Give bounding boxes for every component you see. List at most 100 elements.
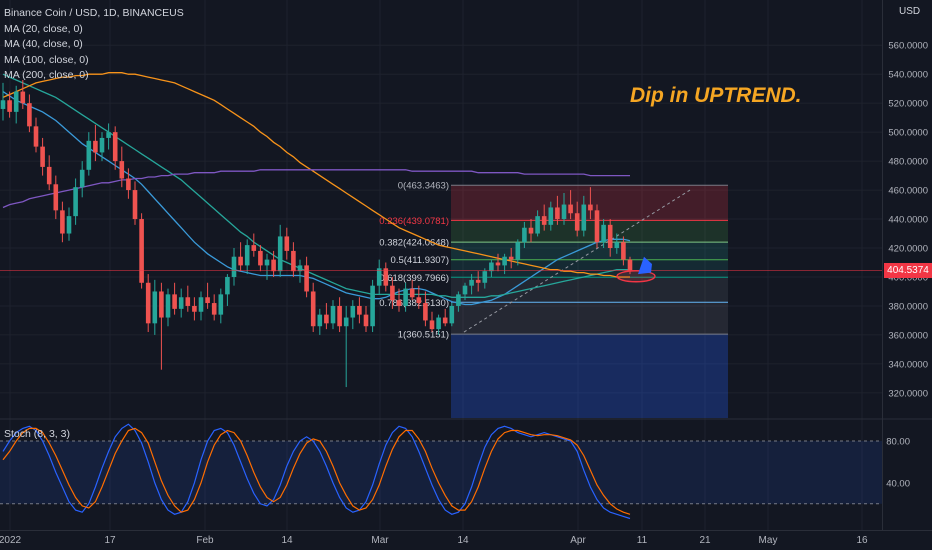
candle-body [159,291,164,318]
time-axis: 2022 17 Feb 14 Mar 14 Apr 11 21 May 16 [0,530,932,546]
stoch-d-line [2,427,631,515]
candle-body [541,216,547,225]
fib-level-label: 0.5(411.9307) [391,255,449,266]
ma-line-3 [2,169,630,209]
candle-body [0,100,6,109]
candle-body [27,103,32,127]
candle-body [442,317,448,324]
candle-body [244,245,250,266]
dip-annotation-text[interactable]: Dip in UPTREND. [630,84,802,107]
candle-body [119,161,125,179]
time-tick-label: 11 [637,535,648,546]
fib-zone [451,259,728,278]
price-tick-label: 360.0000 [888,330,928,341]
time-tick-label: 16 [856,535,868,546]
annotations-overlay [0,256,882,283]
candle-body [416,297,422,304]
candle-body [330,305,336,324]
candle-body [548,207,554,225]
legend-ma-20[interactable]: MA (20, close, 0) [4,22,83,35]
candle-body [409,288,415,298]
candle-body [13,91,19,112]
candle-body [456,294,461,306]
currency-label: USD [899,6,921,17]
legend-ma-100[interactable]: MA (100, close, 0) [4,53,89,66]
candle-body [211,303,217,315]
candle-body [528,227,534,234]
candle-body [515,242,521,260]
stoch-band [0,440,882,504]
candle-body [376,268,382,286]
candle-body [178,297,184,309]
candle-body [310,291,316,327]
candle-body [185,297,191,306]
candle-body [33,126,39,147]
candle-body [218,294,224,315]
candle-body [152,291,158,324]
price-tick-label: 460.0000 [888,186,928,197]
candle-body [198,297,204,312]
fib-level-label: 0.382(424.0648) [379,238,449,249]
candle-body [390,285,395,301]
time-tick-label: 17 [104,535,116,546]
candle-body [238,256,243,266]
stoch-legend[interactable]: Stoch (8, 3, 3) [4,428,70,440]
candle-body [145,282,151,324]
fib-level-label: 0.618(399.7966) [379,273,449,284]
candle-body [403,288,408,306]
candle-body [383,268,389,286]
fib-zone [451,277,728,303]
stoch-tick-label: 80.00 [886,436,910,447]
candle-body [469,279,474,286]
candle-body [627,259,633,272]
candle-body [495,262,501,266]
fib-level-label: 0.786(382.5130) [379,298,449,309]
moving-averages [2,72,631,306]
price-tick-label: 520.0000 [888,99,928,110]
candle-body [357,305,362,315]
candle-body [258,250,263,266]
candle-body [396,300,402,306]
fib-extension-zone [451,334,728,418]
candle-body [555,207,560,220]
candle-body [350,305,356,318]
candle-body [53,184,59,211]
candle-body [522,227,527,243]
candle-body [284,236,290,251]
legend-ma-40[interactable]: MA (40, close, 0) [4,38,83,50]
candle-body [508,256,514,260]
candle-body [271,259,276,272]
stoch-k-line [2,423,631,520]
candle-body [231,256,237,277]
candles [0,79,633,388]
candle-body [502,256,507,266]
price-tick-label: 320.0000 [888,388,928,399]
last-price-badge: 404.5374 [884,263,932,278]
time-tick-label: Apr [570,535,586,546]
time-tick-label: 14 [281,535,293,546]
candle-body [423,303,428,321]
legend-ma-200[interactable]: MA (200, close, 0) [4,69,89,81]
candle-body [73,187,78,217]
fibonacci-retracement: 0(463.3463) 0.236(439.0781) 0.382(424.0648… [379,181,728,418]
candle-body [192,305,197,312]
price-tick-label: 340.0000 [888,359,928,370]
candle-body [436,317,441,330]
candle-body [99,137,105,153]
time-tick-label: Mar [371,535,389,546]
candle-body [205,297,210,304]
candle-body [60,210,65,234]
candle-body [304,265,309,292]
candle-body [264,259,270,266]
price-tick-label: 480.0000 [888,157,928,168]
candle-body [568,204,573,214]
candle-body [297,265,303,272]
time-tick-label: May [759,535,778,546]
candle-body [79,169,85,188]
candle-body [607,224,613,249]
fib-zone [451,242,728,260]
fib-zone [451,220,728,243]
time-tick-label: 14 [457,535,469,546]
candle-body [40,146,45,167]
